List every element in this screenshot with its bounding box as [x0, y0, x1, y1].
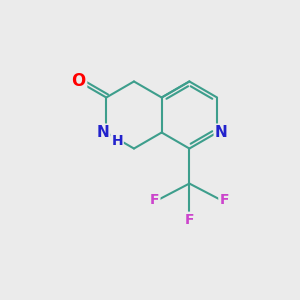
Text: N: N	[215, 125, 228, 140]
Text: F: F	[220, 193, 229, 207]
Text: O: O	[71, 73, 86, 91]
Text: F: F	[150, 193, 159, 207]
Text: N: N	[96, 125, 109, 140]
Text: F: F	[184, 213, 194, 227]
Text: H: H	[112, 134, 123, 148]
